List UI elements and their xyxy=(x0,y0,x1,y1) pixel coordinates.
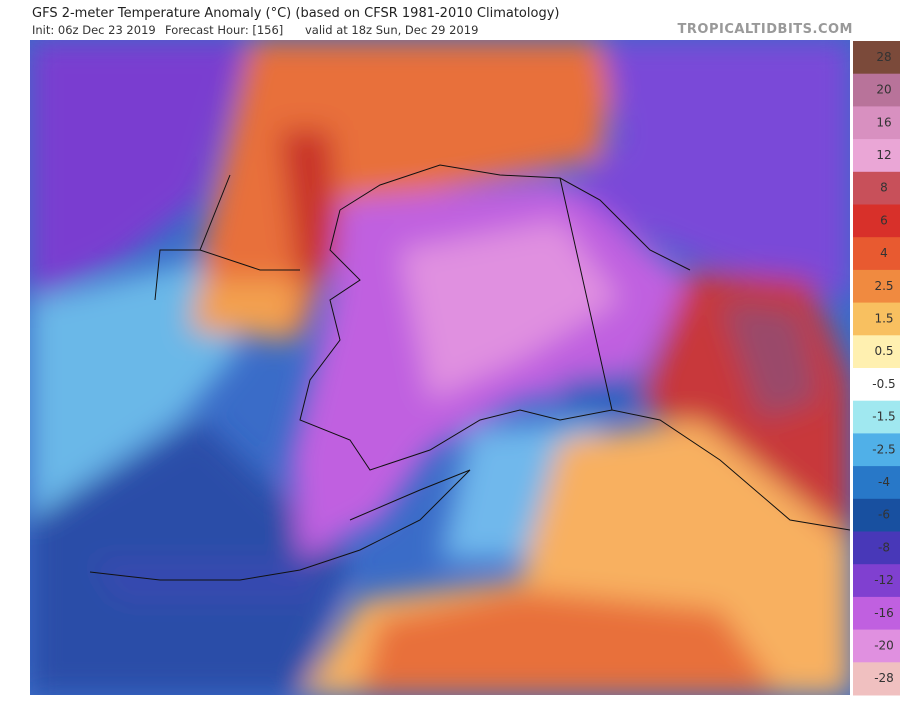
colorbar-label: -1.5 xyxy=(872,410,895,424)
colorbar-swatch xyxy=(853,171,900,205)
colorbar-swatch xyxy=(853,596,900,631)
valid-time: valid at 18z Sun, Dec 29 2019 xyxy=(305,23,478,37)
colorbar: 28 20 16 12 8 6 4 2.5 1.5 0.5 -0.5 -1.5 -2.5 -4 -6 -8 -1… xyxy=(853,41,900,696)
forecast-hour: Forecast Hour: [156] xyxy=(165,23,283,37)
colorbar-swatch xyxy=(853,433,900,467)
colorbar-label: 4 xyxy=(880,246,888,260)
colorbar-swatch xyxy=(853,139,900,173)
colorbar-label: -0.5 xyxy=(872,377,895,391)
colorbar-label: -8 xyxy=(878,540,890,554)
colorbar-swatch xyxy=(853,531,900,565)
colorbar-swatch xyxy=(853,41,900,75)
colorbar-swatch xyxy=(853,466,900,500)
colorbar-swatch xyxy=(853,662,900,696)
colorbar-label: 6 xyxy=(880,213,888,227)
colorbar-swatch xyxy=(853,302,900,336)
colorbar-swatch xyxy=(853,269,900,304)
init-time: Init: 06z Dec 23 2019 xyxy=(32,23,156,37)
colorbar-label: -2.5 xyxy=(872,442,895,456)
colorbar-label: -28 xyxy=(874,671,894,685)
colorbar-label: 28 xyxy=(876,50,891,64)
colorbar-swatch xyxy=(853,368,900,402)
colorbar-swatch xyxy=(853,564,900,598)
colorbar-label: -16 xyxy=(874,606,894,620)
colorbar-swatch xyxy=(853,106,900,140)
colorbar-swatch xyxy=(853,629,900,663)
title: GFS 2-meter Temperature Anomaly (°C) (ba… xyxy=(32,6,559,21)
colorbar-swatch xyxy=(853,204,900,238)
watermark: TROPICALTIDBITS.COM xyxy=(678,22,853,37)
colorbar-swatch xyxy=(853,73,900,107)
colorbar-swatch xyxy=(853,400,900,434)
colorbar-swatch xyxy=(853,498,900,532)
colorbar-swatch xyxy=(853,237,900,271)
colorbar-label: 12 xyxy=(876,148,891,162)
colorbar-label: -12 xyxy=(874,573,894,587)
colorbar-label: -4 xyxy=(878,475,890,489)
colorbar-label: 0.5 xyxy=(874,344,893,358)
colorbar-label: 8 xyxy=(880,181,888,195)
colorbar-label: -6 xyxy=(878,508,890,522)
colorbar-label: -20 xyxy=(874,638,894,652)
colorbar-label: 20 xyxy=(876,83,891,97)
colorbar-label: 1.5 xyxy=(874,311,893,325)
colorbar-swatch xyxy=(853,335,900,369)
colorbar-label: 2.5 xyxy=(874,279,893,293)
map xyxy=(30,40,850,695)
colorbar-label: 16 xyxy=(876,115,891,129)
